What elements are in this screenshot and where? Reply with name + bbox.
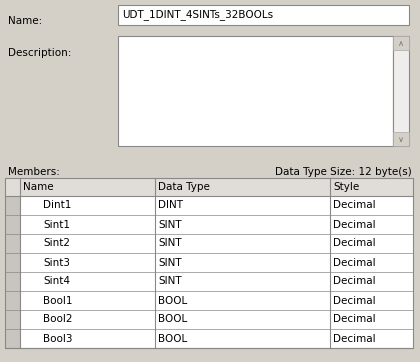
Bar	[393, 132, 409, 146]
Text: Decimal: Decimal	[333, 257, 375, 268]
Text: BOOL: BOOL	[158, 315, 187, 324]
Text: Bool1: Bool1	[43, 295, 73, 306]
Text: Bool3: Bool3	[43, 333, 73, 344]
Text: Style: Style	[333, 182, 359, 192]
Bar	[393, 36, 409, 146]
Text: Decimal: Decimal	[333, 333, 375, 344]
Text: Decimal: Decimal	[333, 219, 375, 230]
Bar	[20, 196, 413, 215]
Bar	[5, 291, 20, 310]
Bar	[5, 178, 413, 348]
Text: ∧: ∧	[398, 38, 404, 47]
Bar	[5, 329, 20, 348]
Bar	[5, 196, 20, 215]
Bar	[393, 36, 409, 50]
Text: ∨: ∨	[398, 135, 404, 143]
Bar	[5, 178, 413, 196]
Text: Dint1: Dint1	[43, 201, 71, 210]
Text: Name: Name	[23, 182, 54, 192]
Bar	[5, 253, 20, 272]
Text: Decimal: Decimal	[333, 277, 375, 286]
Text: Name:: Name:	[8, 16, 42, 26]
Text: DINT: DINT	[158, 201, 183, 210]
Text: Sint3: Sint3	[43, 257, 70, 268]
Text: Sint1: Sint1	[43, 219, 70, 230]
Bar	[20, 272, 413, 291]
Bar	[20, 253, 413, 272]
Text: SINT: SINT	[158, 277, 181, 286]
Text: Decimal: Decimal	[333, 239, 375, 248]
Text: Members:: Members:	[8, 167, 60, 177]
Bar	[118, 5, 409, 25]
Text: Description:: Description:	[8, 48, 71, 58]
Bar	[20, 329, 413, 348]
Bar	[5, 234, 20, 253]
Bar	[20, 234, 413, 253]
Text: Decimal: Decimal	[333, 201, 375, 210]
Text: Sint4: Sint4	[43, 277, 70, 286]
Text: Bool2: Bool2	[43, 315, 73, 324]
Bar	[118, 36, 393, 146]
Text: BOOL: BOOL	[158, 295, 187, 306]
Bar	[20, 215, 413, 234]
Bar	[5, 272, 20, 291]
Text: Sint2: Sint2	[43, 239, 70, 248]
Bar	[5, 215, 20, 234]
Text: Decimal: Decimal	[333, 295, 375, 306]
Text: SINT: SINT	[158, 257, 181, 268]
Text: BOOL: BOOL	[158, 333, 187, 344]
Bar	[20, 310, 413, 329]
Text: UDT_1DINT_4SINTs_32BOOLs: UDT_1DINT_4SINTs_32BOOLs	[122, 9, 273, 21]
Text: SINT: SINT	[158, 239, 181, 248]
Text: Data Type: Data Type	[158, 182, 210, 192]
Text: Data Type Size: 12 byte(s): Data Type Size: 12 byte(s)	[275, 167, 412, 177]
Bar	[5, 310, 20, 329]
Bar	[20, 291, 413, 310]
Text: SINT: SINT	[158, 219, 181, 230]
Text: Decimal: Decimal	[333, 315, 375, 324]
